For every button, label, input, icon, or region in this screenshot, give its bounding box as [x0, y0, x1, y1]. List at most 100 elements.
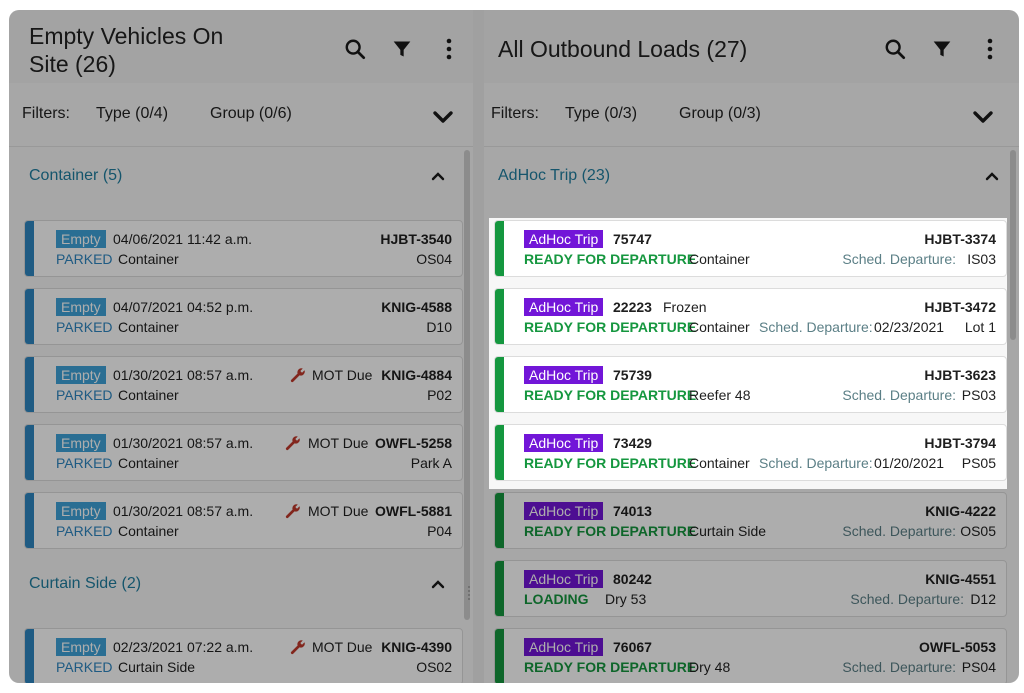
- chevron-down-icon[interactable]: [972, 109, 994, 125]
- location: PS03: [961, 387, 996, 403]
- vehicle-type: Container: [118, 455, 179, 471]
- empty-badge: Empty: [56, 366, 106, 384]
- status-text: READY FOR DEPARTURE: [524, 659, 697, 675]
- vehicle-id: HJBT-3623: [924, 367, 996, 383]
- status-bar: [25, 289, 34, 344]
- sched-departure-date: 01/20/2021: [874, 455, 945, 471]
- wrench-icon: [290, 640, 305, 655]
- load-card[interactable]: AdHoc Trip 75747 HJBT-3374 READY FOR DEP…: [494, 220, 1007, 277]
- load-note: Frozen: [663, 299, 707, 315]
- adhoc-trip-badge: AdHoc Trip: [524, 638, 604, 656]
- chevron-up-icon[interactable]: [431, 579, 445, 589]
- vehicle-id: OWFL-5881: [374, 503, 452, 519]
- vehicle-type: Reefer 48: [689, 387, 751, 403]
- timestamp: 04/06/2021 11:42 a.m.: [113, 231, 253, 247]
- group-title: Curtain Side (2): [29, 575, 142, 592]
- location: IS03: [967, 251, 996, 267]
- scrollbar[interactable]: [1010, 150, 1016, 340]
- status-text: READY FOR DEPARTURE: [524, 251, 697, 267]
- chevron-down-icon[interactable]: [432, 109, 454, 125]
- vehicle-card[interactable]: Empty 04/07/2021 04:52 p.m. KNIG-4588 PA…: [24, 288, 463, 345]
- empty-badge: Empty: [56, 298, 106, 316]
- sched-departure-date: 02/23/2021: [874, 319, 945, 335]
- vehicle-type: Container: [118, 387, 179, 403]
- chevron-up-icon[interactable]: [985, 171, 999, 181]
- status-text: PARKED: [56, 319, 113, 335]
- adhoc-trip-badge: AdHoc Trip: [524, 298, 604, 316]
- status-bar: [25, 221, 34, 276]
- timestamp: 01/30/2021 08:57 a.m.: [113, 367, 254, 383]
- vehicle-id: HJBT-3540: [380, 231, 452, 247]
- trip-number: 75747: [613, 231, 652, 247]
- vehicle-card[interactable]: Empty 04/06/2021 11:42 a.m. HJBT-3540 PA…: [24, 220, 463, 277]
- adhoc-trip-badge: AdHoc Trip: [524, 366, 604, 384]
- group-header-curtain-side[interactable]: Curtain Side (2): [9, 560, 461, 610]
- load-card[interactable]: AdHoc Trip 74013 KNIG-4222 READY FOR DEP…: [494, 492, 1007, 549]
- sched-departure-label: Sched. Departure:: [850, 591, 964, 607]
- wrench-icon: [285, 504, 300, 519]
- more-vert-icon[interactable]: [977, 36, 1003, 62]
- search-icon[interactable]: [342, 36, 368, 62]
- more-vert-icon[interactable]: [436, 36, 462, 62]
- chevron-up-icon[interactable]: [431, 171, 445, 181]
- load-card[interactable]: AdHoc Trip 76067 OWFL-5053 READY FOR DEP…: [494, 628, 1007, 683]
- location: D10: [426, 319, 452, 335]
- location: OS02: [416, 659, 452, 675]
- app-frame: Empty Vehicles On Site (26) Filters: Typ…: [9, 10, 1019, 683]
- vehicle-card[interactable]: Empty 01/30/2021 08:57 a.m. MOT Due OWFL…: [24, 424, 463, 481]
- filter-icon[interactable]: [389, 36, 415, 62]
- type-filter[interactable]: Type (0/3): [565, 105, 638, 122]
- sched-departure-label: Sched. Departure:: [842, 387, 956, 403]
- sched-departure-label: Sched. Departure:: [842, 523, 956, 539]
- panel-divider[interactable]: [468, 10, 484, 683]
- timestamp: 02/23/2021 07:22 a.m.: [113, 639, 254, 655]
- drag-handle-icon[interactable]: [467, 585, 471, 601]
- trip-number: 75739: [613, 367, 652, 383]
- status-text: PARKED: [56, 523, 113, 539]
- vehicle-id: OWFL-5258: [374, 435, 452, 451]
- status-text: PARKED: [56, 659, 113, 675]
- vehicle-type: Container: [689, 319, 750, 335]
- location: OS05: [960, 523, 996, 539]
- vehicle-id: KNIG-4884: [381, 367, 452, 383]
- vehicle-type: Curtain Side: [118, 659, 196, 675]
- mot-due-label: MOT Due: [312, 639, 373, 655]
- vehicle-type: Container: [689, 251, 750, 267]
- vehicle-card[interactable]: Empty 01/30/2021 08:57 a.m. MOT Due OWFL…: [24, 492, 463, 549]
- vehicle-id: KNIG-4222: [925, 503, 996, 519]
- group-filter[interactable]: Group (0/3): [679, 105, 761, 122]
- vehicle-id: OWFL-5053: [918, 639, 996, 655]
- load-card[interactable]: AdHoc Trip 75739 HJBT-3623 READY FOR DEP…: [494, 356, 1007, 413]
- panel-title: Empty Vehicles On Site (26): [29, 23, 224, 77]
- empty-badge: Empty: [56, 434, 106, 452]
- vehicle-type: Container: [118, 319, 179, 335]
- vehicle-card[interactable]: Empty 02/23/2021 07:22 a.m. MOT Due KNIG…: [24, 628, 463, 683]
- mot-due-label: MOT Due: [308, 435, 369, 451]
- status-text: PARKED: [56, 455, 113, 471]
- empty-badge: Empty: [56, 638, 106, 656]
- vehicle-id: KNIG-4551: [925, 571, 996, 587]
- vehicle-id: KNIG-4588: [381, 299, 452, 315]
- timestamp: 01/30/2021 08:57 a.m.: [113, 503, 254, 519]
- location: D12: [970, 591, 996, 607]
- status-bar: [25, 493, 34, 548]
- group-header-adhoc-trip[interactable]: AdHoc Trip (23): [484, 152, 1007, 202]
- panel-title: All Outbound Loads (27): [498, 36, 748, 62]
- load-card[interactable]: AdHoc Trip 22223 Frozen HJBT-3472 READY …: [494, 288, 1007, 345]
- search-icon[interactable]: [882, 36, 908, 62]
- scrollbar[interactable]: [464, 150, 470, 620]
- vehicle-id: KNIG-4390: [381, 639, 452, 655]
- type-filter[interactable]: Type (0/4): [96, 105, 169, 122]
- vehicle-id: HJBT-3794: [924, 435, 996, 451]
- trip-number: 22223: [613, 299, 652, 315]
- group-header-container[interactable]: Container (5): [9, 152, 461, 202]
- outbound-loads-panel: All Outbound Loads (27) Filters: Type (0…: [484, 10, 1019, 683]
- group-filter[interactable]: Group (0/6): [210, 105, 292, 122]
- vehicle-card[interactable]: Empty 01/30/2021 08:57 a.m. MOT Due KNIG…: [24, 356, 463, 413]
- empty-vehicles-panel: Empty Vehicles On Site (26) Filters: Typ…: [9, 10, 473, 683]
- sched-departure-label: Sched. Departure:: [842, 659, 956, 675]
- load-card[interactable]: AdHoc Trip 73429 HJBT-3794 READY FOR DEP…: [494, 424, 1007, 481]
- load-card[interactable]: AdHoc Trip 80242 KNIG-4551 LOADING Dry 5…: [494, 560, 1007, 617]
- status-bar: [495, 425, 504, 480]
- filter-icon[interactable]: [929, 36, 955, 62]
